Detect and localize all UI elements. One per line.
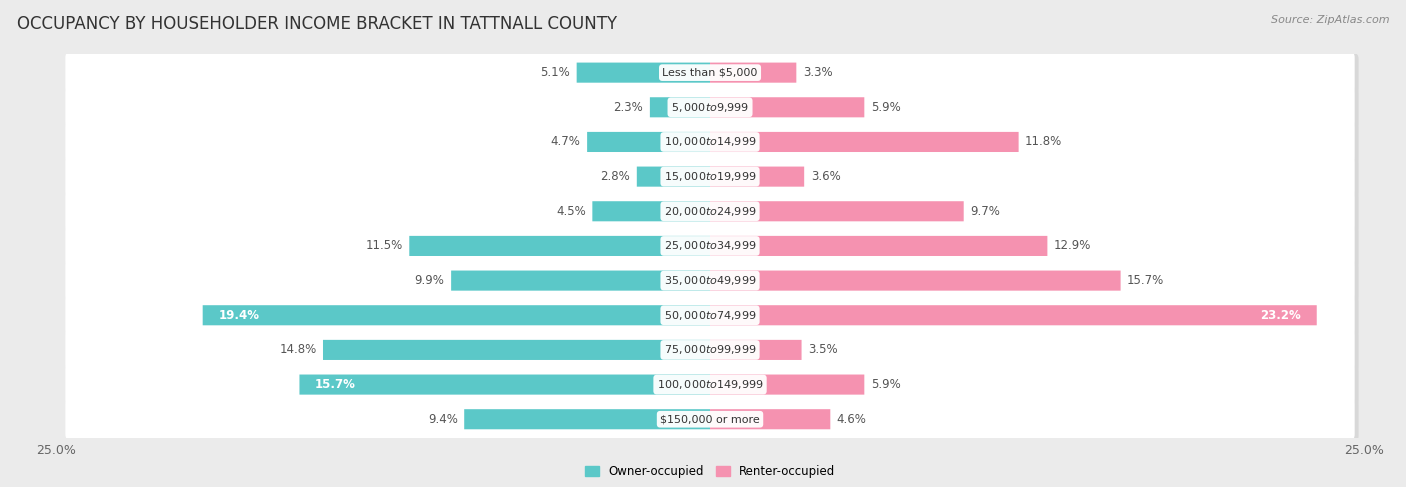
FancyBboxPatch shape (637, 167, 710, 187)
Text: $35,000 to $49,999: $35,000 to $49,999 (664, 274, 756, 287)
Text: 4.6%: 4.6% (837, 413, 866, 426)
FancyBboxPatch shape (710, 236, 1047, 256)
FancyBboxPatch shape (710, 132, 1018, 152)
FancyBboxPatch shape (69, 88, 1358, 129)
FancyBboxPatch shape (69, 158, 1358, 198)
FancyBboxPatch shape (710, 201, 963, 221)
Text: 11.5%: 11.5% (366, 240, 402, 252)
Text: 5.1%: 5.1% (540, 66, 569, 79)
FancyBboxPatch shape (66, 156, 1354, 197)
FancyBboxPatch shape (69, 54, 1358, 94)
Text: $100,000 to $149,999: $100,000 to $149,999 (657, 378, 763, 391)
Text: 2.8%: 2.8% (600, 170, 630, 183)
Text: 3.5%: 3.5% (808, 343, 838, 356)
Text: $50,000 to $74,999: $50,000 to $74,999 (664, 309, 756, 322)
Text: 3.6%: 3.6% (811, 170, 841, 183)
FancyBboxPatch shape (710, 305, 1317, 325)
FancyBboxPatch shape (69, 262, 1358, 302)
FancyBboxPatch shape (66, 52, 1354, 93)
Text: 9.7%: 9.7% (970, 205, 1000, 218)
FancyBboxPatch shape (451, 271, 710, 291)
Text: 4.5%: 4.5% (555, 205, 586, 218)
FancyBboxPatch shape (69, 296, 1358, 337)
FancyBboxPatch shape (69, 366, 1358, 407)
Text: $10,000 to $14,999: $10,000 to $14,999 (664, 135, 756, 149)
FancyBboxPatch shape (66, 191, 1354, 232)
Text: 5.9%: 5.9% (870, 378, 901, 391)
Text: 2.3%: 2.3% (613, 101, 644, 114)
FancyBboxPatch shape (66, 121, 1354, 162)
FancyBboxPatch shape (592, 201, 710, 221)
Text: 12.9%: 12.9% (1054, 240, 1091, 252)
FancyBboxPatch shape (710, 97, 865, 117)
FancyBboxPatch shape (66, 399, 1354, 440)
FancyBboxPatch shape (202, 305, 710, 325)
Text: 15.7%: 15.7% (1128, 274, 1164, 287)
FancyBboxPatch shape (710, 375, 865, 394)
FancyBboxPatch shape (69, 400, 1358, 441)
FancyBboxPatch shape (323, 340, 710, 360)
FancyBboxPatch shape (710, 409, 831, 429)
Text: $20,000 to $24,999: $20,000 to $24,999 (664, 205, 756, 218)
Text: 15.7%: 15.7% (315, 378, 356, 391)
FancyBboxPatch shape (69, 123, 1358, 164)
FancyBboxPatch shape (66, 295, 1354, 336)
Legend: Owner-occupied, Renter-occupied: Owner-occupied, Renter-occupied (579, 460, 841, 483)
FancyBboxPatch shape (588, 132, 710, 152)
Text: 4.7%: 4.7% (551, 135, 581, 149)
Text: 11.8%: 11.8% (1025, 135, 1063, 149)
Text: 5.9%: 5.9% (870, 101, 901, 114)
Text: 3.3%: 3.3% (803, 66, 832, 79)
FancyBboxPatch shape (710, 340, 801, 360)
Text: OCCUPANCY BY HOUSEHOLDER INCOME BRACKET IN TATTNALL COUNTY: OCCUPANCY BY HOUSEHOLDER INCOME BRACKET … (17, 15, 617, 33)
Text: Source: ZipAtlas.com: Source: ZipAtlas.com (1271, 15, 1389, 25)
FancyBboxPatch shape (576, 63, 710, 83)
FancyBboxPatch shape (710, 271, 1121, 291)
Text: $25,000 to $34,999: $25,000 to $34,999 (664, 240, 756, 252)
FancyBboxPatch shape (66, 364, 1354, 405)
FancyBboxPatch shape (66, 87, 1354, 128)
Text: $15,000 to $19,999: $15,000 to $19,999 (664, 170, 756, 183)
FancyBboxPatch shape (409, 236, 710, 256)
FancyBboxPatch shape (66, 330, 1354, 371)
FancyBboxPatch shape (650, 97, 710, 117)
Text: $150,000 or more: $150,000 or more (661, 414, 759, 424)
Text: 14.8%: 14.8% (280, 343, 316, 356)
Text: 19.4%: 19.4% (218, 309, 259, 322)
FancyBboxPatch shape (299, 375, 710, 394)
FancyBboxPatch shape (464, 409, 710, 429)
Text: 9.4%: 9.4% (427, 413, 458, 426)
Text: Less than $5,000: Less than $5,000 (662, 68, 758, 77)
Text: $5,000 to $9,999: $5,000 to $9,999 (671, 101, 749, 114)
FancyBboxPatch shape (69, 331, 1358, 372)
Text: 23.2%: 23.2% (1260, 309, 1301, 322)
FancyBboxPatch shape (710, 63, 796, 83)
FancyBboxPatch shape (66, 225, 1354, 266)
FancyBboxPatch shape (710, 167, 804, 187)
Text: $75,000 to $99,999: $75,000 to $99,999 (664, 343, 756, 356)
Text: 9.9%: 9.9% (415, 274, 444, 287)
FancyBboxPatch shape (69, 192, 1358, 233)
FancyBboxPatch shape (69, 227, 1358, 268)
FancyBboxPatch shape (66, 260, 1354, 301)
